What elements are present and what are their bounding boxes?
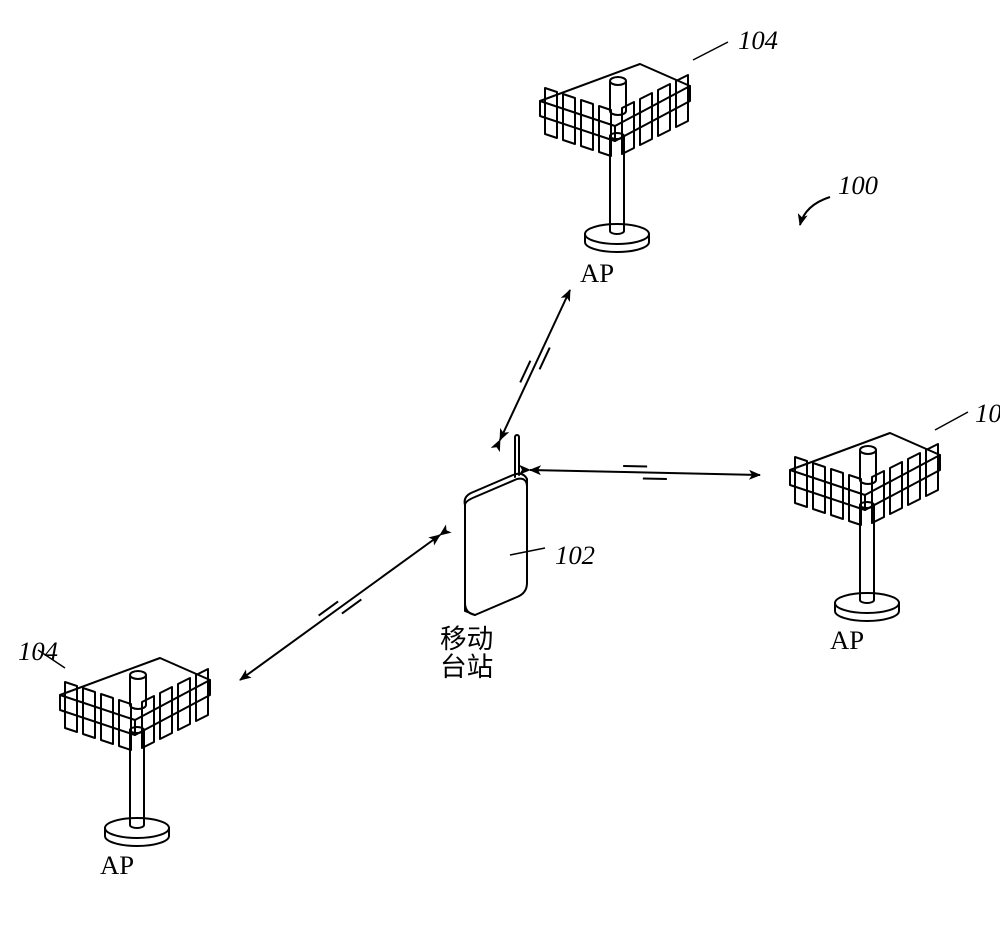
ap-bl-ref: 104: [18, 636, 58, 667]
antenna-tower-icon: [30, 620, 240, 850]
diagram-canvas: AP 104 AP 104 AP 104 移动 台站 102 100: [0, 0, 1000, 926]
ap-top-ref: 104: [738, 25, 778, 56]
system-ref: 100: [838, 170, 878, 201]
antenna-tower-icon: [760, 395, 970, 625]
mobile-ref: 102: [555, 540, 595, 571]
ap-right-ref: 104: [975, 398, 1000, 429]
mobile-caption: 移动 台站: [440, 625, 493, 681]
antenna-tower-icon: [510, 26, 720, 256]
ap-top-caption: AP: [580, 258, 614, 289]
mobile-phone-icon: [445, 435, 555, 625]
ap-bl-caption: AP: [100, 850, 134, 881]
ap-right-caption: AP: [830, 625, 864, 656]
